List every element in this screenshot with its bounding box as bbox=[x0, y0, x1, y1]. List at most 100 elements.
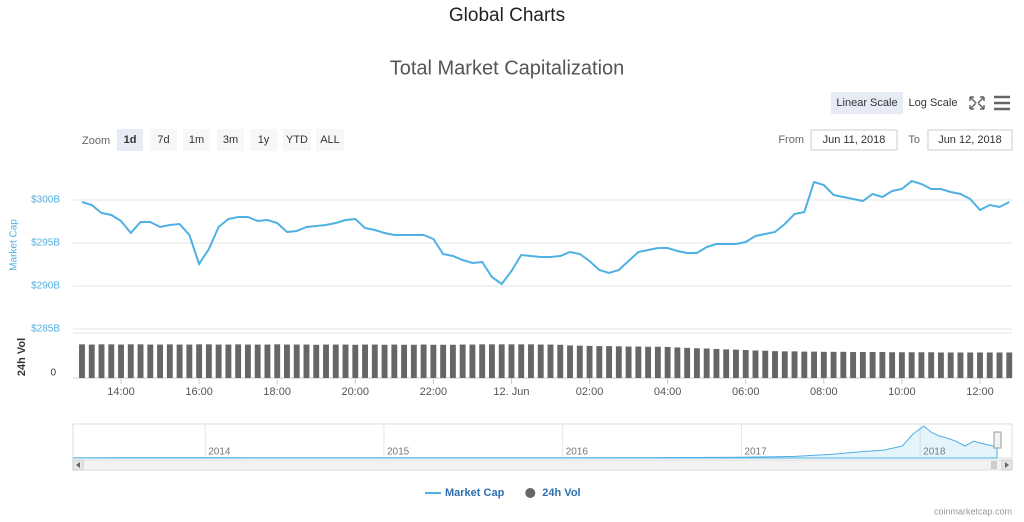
x-tick-label: 02:00 bbox=[576, 386, 604, 398]
to-label: To bbox=[908, 134, 920, 146]
volume-bar bbox=[274, 344, 281, 378]
volume-bar bbox=[586, 345, 593, 378]
volume-bar bbox=[293, 344, 300, 378]
volume-bar bbox=[225, 344, 232, 378]
volume-bar bbox=[947, 352, 954, 378]
zoom-button-label[interactable]: ALL bbox=[320, 134, 340, 146]
volume-bar bbox=[576, 345, 583, 378]
volume-bar bbox=[352, 344, 359, 378]
zoom-button[interactable] bbox=[183, 129, 210, 151]
zoom-button[interactable] bbox=[217, 129, 244, 151]
zoom-button[interactable] bbox=[117, 129, 143, 151]
chart-title: Total Market Capitalization bbox=[390, 57, 625, 79]
y-tick-label: $285B bbox=[31, 324, 60, 335]
volume-bar bbox=[313, 344, 320, 378]
volume-bar bbox=[157, 344, 164, 378]
navigator-tick-label: 2018 bbox=[923, 447, 946, 458]
y2-axis-title: 24h Vol bbox=[16, 338, 28, 376]
navigator-tick-label: 2017 bbox=[744, 447, 767, 458]
volume-bar bbox=[420, 344, 427, 378]
zoom-button[interactable] bbox=[250, 129, 277, 151]
from-input[interactable] bbox=[810, 129, 898, 151]
x-tick-label: 06:00 bbox=[732, 386, 760, 398]
volume-bar bbox=[938, 352, 944, 378]
to-date[interactable]: Jun 12, 2018 bbox=[938, 134, 1002, 146]
volume-bar bbox=[781, 351, 788, 378]
y-tick-label: $300B bbox=[31, 195, 60, 206]
volume-bar bbox=[166, 344, 173, 378]
volume-bar bbox=[879, 352, 886, 378]
volume-bar bbox=[859, 352, 866, 378]
volume-bar bbox=[410, 344, 417, 378]
volume-bar bbox=[596, 346, 603, 378]
navigator-tick-label: 2015 bbox=[387, 447, 410, 458]
zoom-button[interactable] bbox=[283, 129, 311, 151]
volume-bar bbox=[381, 344, 388, 378]
legend-label[interactable]: 24h Vol bbox=[542, 487, 580, 499]
volume-bar bbox=[928, 352, 935, 378]
volume-bar bbox=[664, 346, 671, 378]
volume-bar bbox=[567, 345, 573, 378]
y-tick-label: $290B bbox=[31, 281, 60, 292]
volume-bar bbox=[918, 352, 925, 378]
zoom-button[interactable] bbox=[316, 129, 344, 151]
x-tick-label: 10:00 bbox=[888, 386, 916, 398]
volume-bar bbox=[235, 344, 242, 378]
volume-bar bbox=[742, 350, 749, 378]
zoom-button-label[interactable]: 3m bbox=[223, 134, 238, 146]
volume-bar bbox=[869, 352, 876, 378]
volume-bar bbox=[342, 344, 349, 378]
volume-bar bbox=[284, 344, 290, 378]
legend-item[interactable]: Market Cap bbox=[425, 487, 505, 499]
volume-bar bbox=[733, 349, 739, 378]
volume-bar bbox=[547, 344, 554, 378]
scale-button-label[interactable]: Log Scale bbox=[909, 97, 958, 109]
zoom-button-label[interactable]: 1d bbox=[124, 134, 137, 146]
volume-bar bbox=[654, 346, 661, 378]
x-tick-label: 14:00 bbox=[107, 386, 135, 398]
volume-bar bbox=[703, 348, 710, 378]
volume-bar bbox=[635, 346, 642, 378]
volume-bar bbox=[791, 351, 798, 378]
volume-bar bbox=[772, 351, 778, 378]
zoom-button[interactable] bbox=[150, 129, 177, 151]
scrollbar[interactable] bbox=[72, 459, 1013, 471]
zoom-button-label[interactable]: 7d bbox=[157, 134, 169, 146]
zoom-button-label[interactable]: 1y bbox=[258, 134, 270, 146]
volume-bar bbox=[254, 344, 261, 378]
volume-bar bbox=[762, 350, 769, 378]
zoom-button-label[interactable]: 1m bbox=[189, 134, 204, 146]
volume-bar bbox=[957, 352, 964, 378]
volume-bar bbox=[469, 344, 476, 378]
x-tick-label: 18:00 bbox=[263, 386, 291, 398]
navigator-handle[interactable] bbox=[993, 431, 1002, 449]
legend-item[interactable]: 24h Vol bbox=[525, 487, 581, 499]
volume-bar bbox=[449, 344, 456, 378]
x-tick-label: 04:00 bbox=[654, 386, 682, 398]
volume-bar bbox=[118, 344, 124, 378]
scale-button-label[interactable]: Linear Scale bbox=[836, 97, 897, 109]
y-axis-title: Market Cap bbox=[9, 219, 20, 271]
volume-bar bbox=[303, 344, 310, 378]
volume-bar bbox=[615, 346, 622, 378]
y2-tick-label: 0 bbox=[50, 368, 56, 379]
to-input[interactable] bbox=[927, 129, 1013, 151]
x-tick-label: 22:00 bbox=[420, 386, 448, 398]
volume-bar bbox=[889, 352, 896, 378]
scrollbar-thumb[interactable] bbox=[991, 461, 997, 469]
menu-icon[interactable] bbox=[994, 95, 1010, 111]
fullscreen-icon[interactable] bbox=[969, 96, 985, 110]
from-date[interactable]: Jun 11, 2018 bbox=[823, 134, 886, 146]
volume-bar bbox=[830, 351, 837, 378]
volume-bar bbox=[801, 351, 808, 378]
volume-bar bbox=[508, 344, 515, 378]
volume-bar bbox=[684, 347, 691, 378]
credit: coinmarketcap.com bbox=[934, 506, 1012, 516]
volume-bar bbox=[1006, 352, 1013, 378]
legend-label[interactable]: Market Cap bbox=[445, 487, 505, 499]
volume-bar bbox=[557, 344, 564, 378]
volume-bar bbox=[479, 344, 486, 378]
zoom-button-label[interactable]: YTD bbox=[286, 134, 308, 146]
volume-bar bbox=[898, 352, 905, 378]
scale-button[interactable] bbox=[831, 92, 903, 114]
